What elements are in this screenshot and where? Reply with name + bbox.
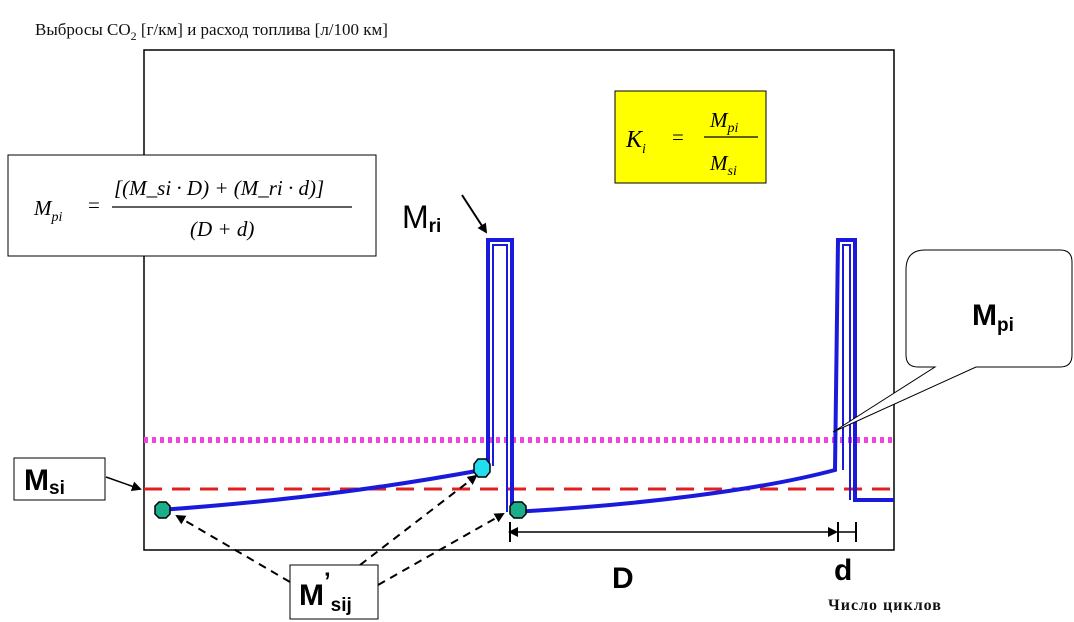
mpi-formula-equals: = bbox=[88, 193, 100, 217]
svg-text:Mpi: Mpi bbox=[972, 299, 1014, 336]
plot-frame bbox=[143, 49, 895, 551]
msij-marker-end bbox=[473, 458, 491, 478]
regeneration-pulse-2 bbox=[842, 244, 851, 500]
mpi-formula-numerator: [(M_si · D) + (M_ri · d)] bbox=[114, 176, 324, 200]
svg-text:M’sij: M’sij bbox=[299, 568, 352, 616]
msi-arrow bbox=[105, 476, 142, 492]
ki-formula-denominator: Msi bbox=[709, 151, 737, 179]
mpi-callout: Mpi bbox=[832, 249, 1073, 433]
ki-formula-equals: = bbox=[672, 125, 684, 149]
ki-formula-lhs: Ki bbox=[625, 127, 646, 157]
x-axis-label: Число циклов bbox=[828, 597, 942, 614]
msij-arrow-3 bbox=[377, 513, 505, 586]
ki-formula-numerator: Mpi bbox=[709, 108, 739, 136]
svg-text:Mri: Mri bbox=[402, 199, 441, 237]
msij-label-box: M’sij bbox=[175, 474, 505, 620]
mpi-formula-denominator: (D + d) bbox=[190, 217, 254, 241]
mpi-formula-box: Mpi = [(M_si · D) + (M_ri · d)] (D + d) bbox=[7, 154, 377, 257]
ki-formula-box: Ki = Mpi Msi bbox=[614, 90, 767, 184]
msij-marker-next bbox=[509, 501, 527, 519]
mri-label: Mri bbox=[402, 194, 488, 237]
msij-marker-start bbox=[154, 501, 171, 519]
svg-text:Msi: Msi bbox=[24, 464, 65, 499]
d-label: D bbox=[612, 562, 634, 595]
regeneration-pulse-1 bbox=[492, 244, 508, 512]
mpi-formula-lhs: Mpi bbox=[33, 196, 63, 225]
msij-arrow-1 bbox=[175, 514, 291, 583]
mri-arrow bbox=[461, 194, 488, 234]
small-d-label: d bbox=[834, 554, 852, 587]
chart-title: Выбросы CO2 [г/км] и расход топлива [л/1… bbox=[35, 20, 388, 43]
msi-label-box: Msi bbox=[13, 457, 142, 501]
msij-arrow-2 bbox=[359, 474, 478, 566]
